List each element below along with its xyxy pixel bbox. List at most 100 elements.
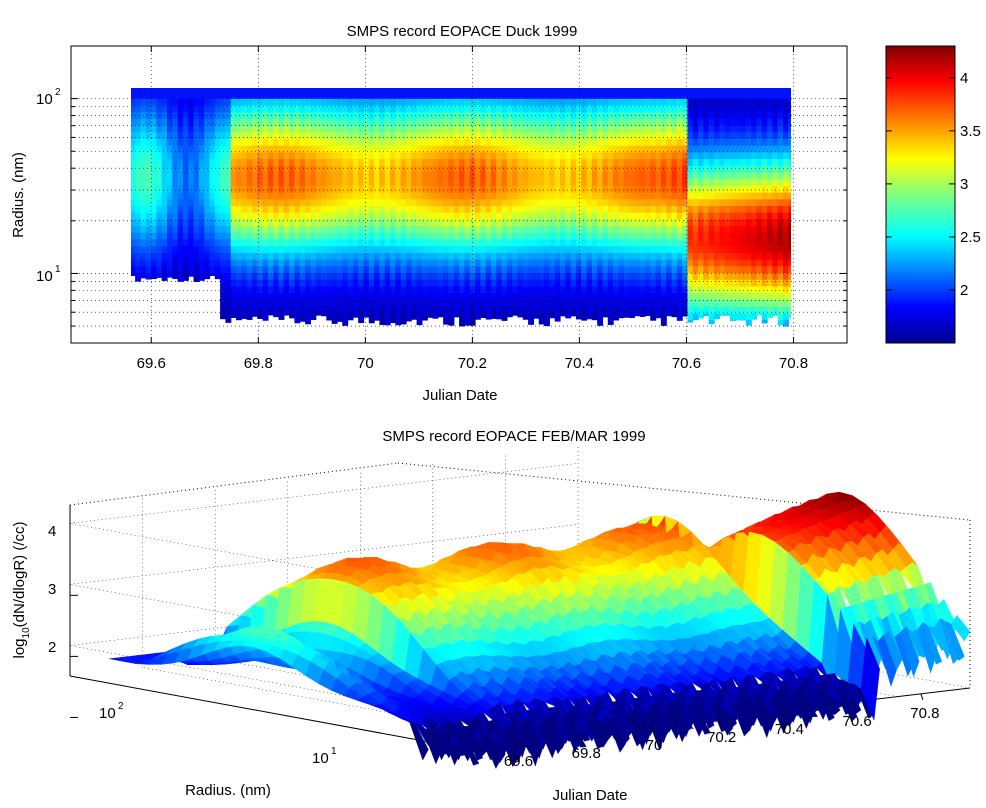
heatmap-cell (671, 158, 678, 166)
heatmap-cell (321, 198, 327, 207)
heatmap-cell (448, 212, 455, 220)
heatmap-cell (416, 285, 423, 294)
heatmap-cell (655, 124, 662, 133)
heatmap-cell (131, 118, 136, 126)
heatmap-cell (172, 165, 179, 173)
heatmap-cell (698, 212, 704, 220)
heatmap-cell (368, 178, 375, 186)
heatmap-cell (570, 279, 577, 287)
heatmap-cell (475, 259, 481, 267)
heatmap-cell (241, 104, 248, 113)
heatmap-cell (559, 111, 566, 119)
heatmap-cell (198, 218, 205, 227)
heatmap-cell (783, 138, 789, 146)
heatmap-cell (671, 312, 678, 318)
heatmap-cell (735, 205, 742, 213)
heatmap-cell (358, 111, 365, 119)
heatmap-cell (772, 279, 779, 287)
heatmap-cell (735, 259, 742, 267)
heatmap-cell (639, 91, 646, 99)
heatmap-cell (352, 305, 359, 314)
heatmap-cell (666, 305, 673, 314)
heatmap-cell (209, 238, 216, 247)
heatmap-cell (565, 171, 572, 180)
heatmap-cell (698, 151, 704, 160)
heatmap-cell (586, 145, 593, 153)
heatmap-cell (618, 212, 625, 220)
heatmap-cell (538, 124, 545, 133)
heatmap-cell (469, 205, 476, 213)
heatmap-cell (597, 312, 604, 320)
heatmap-cell (517, 178, 524, 186)
heatmap-cell (751, 111, 758, 119)
heatmap-cell (405, 192, 412, 200)
heatmap-cell (767, 305, 774, 314)
heatmap-cell (336, 312, 343, 320)
heatmap-cell (639, 151, 646, 160)
heatmap-cell (506, 91, 513, 99)
heatmap-cell (294, 124, 301, 133)
heatmap-cell (794, 85, 800, 92)
heatmap-cell (390, 91, 396, 99)
heatmap-cell (618, 285, 625, 294)
heatmap-cell (437, 205, 444, 213)
heatmap-cell (666, 252, 673, 260)
heatmap-cell (575, 232, 582, 240)
heatmap-cell (236, 205, 242, 213)
heatmap-cell (336, 198, 343, 207)
heatmap-cell (225, 218, 232, 227)
heatmap-cell (735, 285, 742, 294)
heatmap-cell (336, 91, 343, 99)
heatmap-cell (193, 138, 200, 146)
heatmap-cell (544, 185, 550, 193)
heatmap-cell (644, 238, 651, 247)
heatmap-cell (241, 198, 248, 207)
heatmap-cell (273, 312, 280, 318)
heatmap-cell (310, 285, 317, 294)
heatmap-cell (528, 91, 535, 99)
heatmap-cell (618, 265, 625, 274)
heatmap-cell (432, 292, 439, 300)
heatmap-cell (135, 212, 142, 220)
heatmap-cell (257, 98, 264, 106)
heatmap-cell (225, 319, 232, 323)
heatmap-cell (230, 151, 237, 160)
heatmap-cell (299, 259, 306, 267)
heatmap-cell (209, 265, 216, 274)
heatmap-cell (321, 259, 327, 267)
heatmap-cell (209, 185, 216, 193)
heatmap-cell (490, 111, 497, 119)
heatmap-cell (623, 185, 630, 193)
heatmap-cell (735, 111, 742, 119)
heatmap-cell (575, 145, 582, 153)
heatmap-cell (131, 151, 136, 160)
heatmap-cell (586, 118, 593, 126)
heatmap-cell (618, 272, 625, 280)
heatmap-cell (443, 192, 450, 200)
heatmap-cell (241, 138, 248, 146)
heatmap-cell (347, 145, 354, 153)
heatmap-cell (777, 245, 784, 253)
heatmap-cell (581, 118, 588, 126)
heatmap-cell (794, 185, 800, 192)
heatmap-cell (783, 252, 789, 260)
heatmap-cell (140, 245, 147, 253)
heatmap-cell (347, 232, 354, 240)
heatmap-cell (145, 218, 152, 227)
heatmap-cell (405, 111, 412, 119)
heatmap-cell (198, 111, 205, 119)
heatmap-cell (310, 232, 317, 240)
heatmap-cell (443, 205, 450, 213)
heatmap-cell (299, 131, 306, 139)
heatmap-cell (151, 259, 157, 267)
heatmap-cell (618, 232, 625, 240)
heatmap-cell (501, 165, 508, 173)
heatmap-cell (506, 299, 513, 307)
heatmap-cell (230, 205, 237, 213)
heatmap-cell (810, 299, 816, 306)
heatmap-cell (565, 158, 572, 166)
heatmap-cell (682, 218, 689, 227)
heatmap-cell (448, 252, 455, 260)
heatmap-cell (405, 118, 412, 126)
heatmap-cell (326, 292, 333, 300)
